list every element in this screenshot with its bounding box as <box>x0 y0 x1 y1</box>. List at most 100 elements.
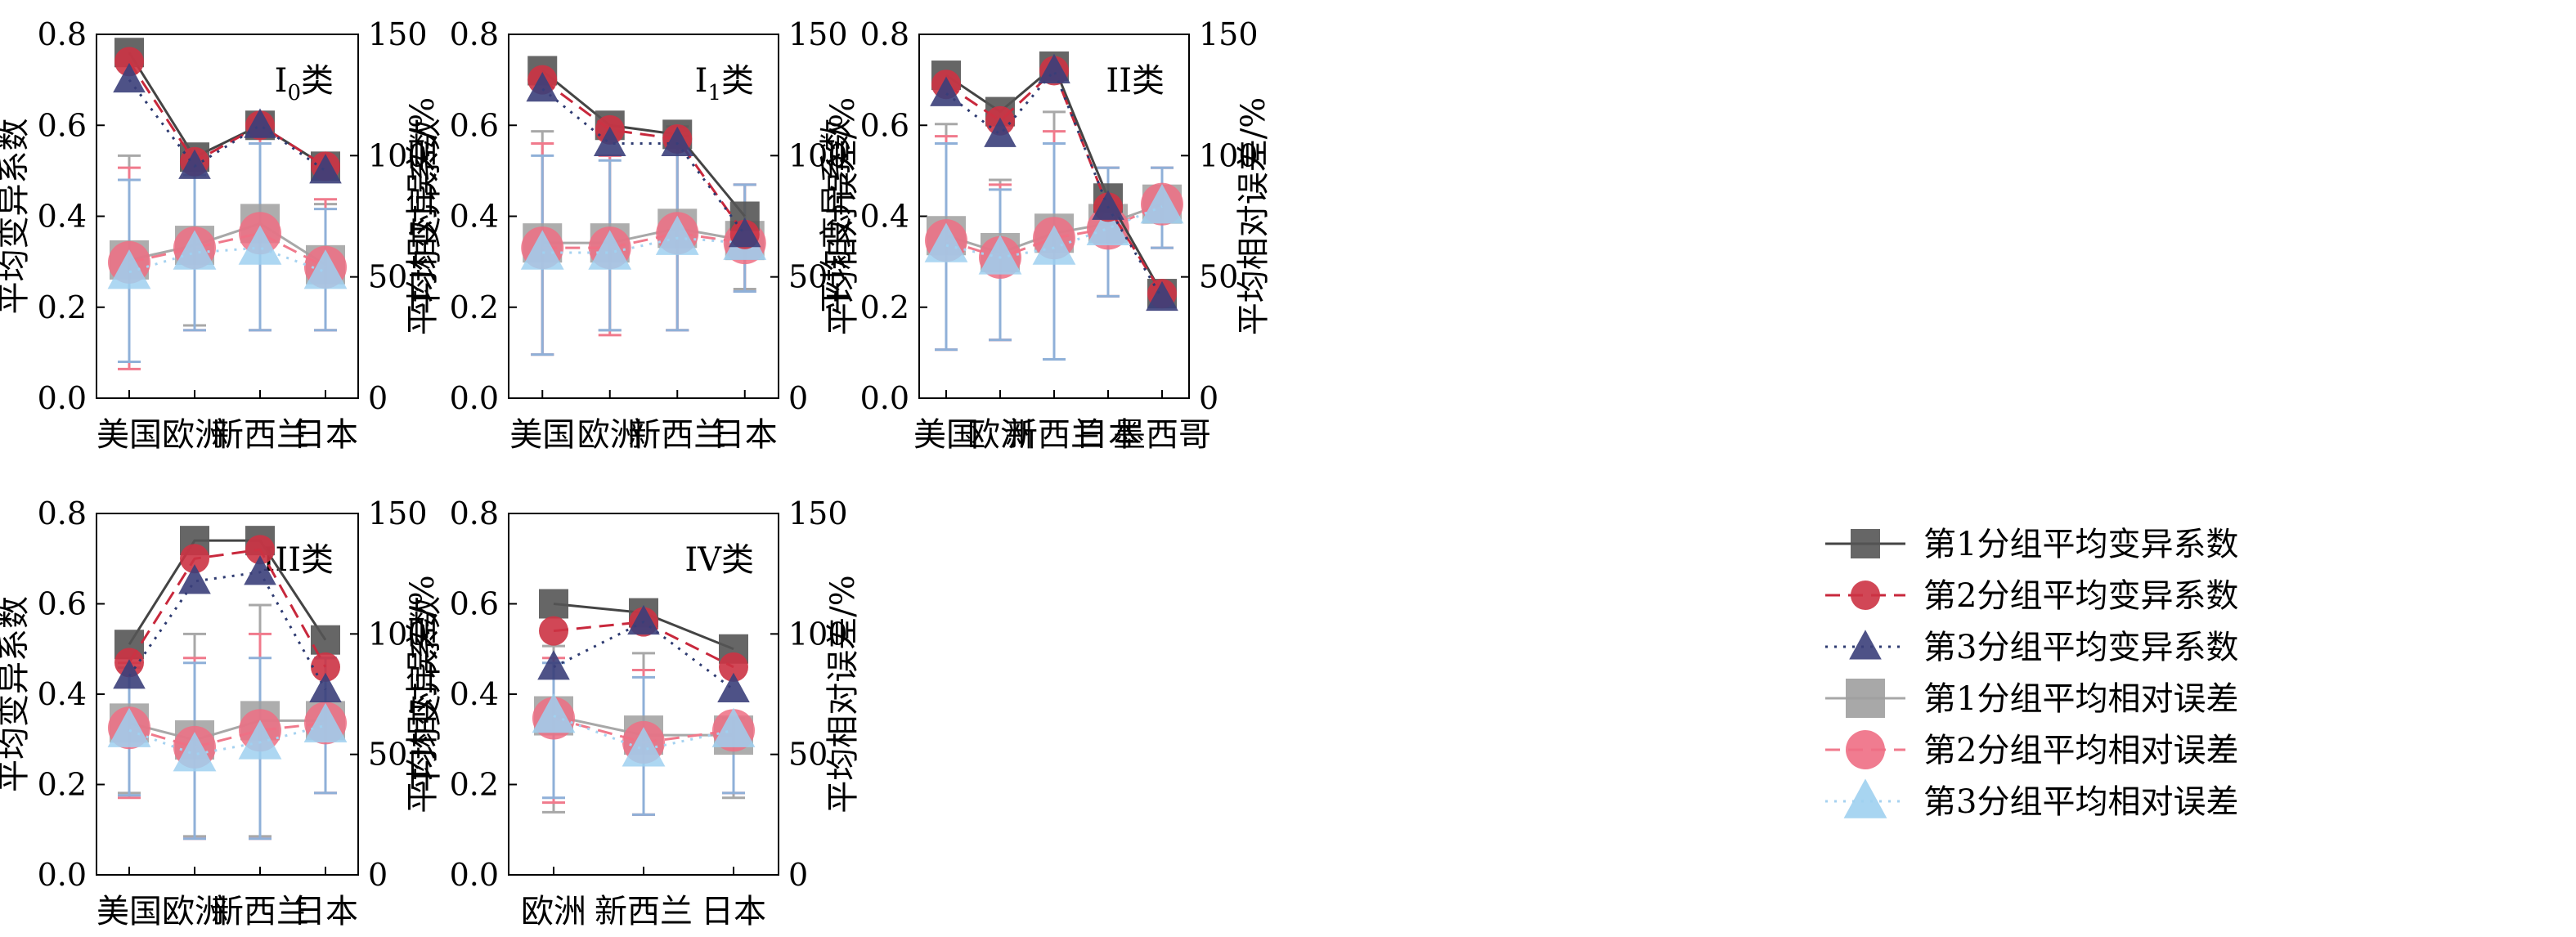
y-tick-label: 0.0 <box>38 380 87 416</box>
panel-title: I1类 <box>695 62 754 105</box>
x-tick-label: 美国 <box>96 416 162 454</box>
error-point <box>520 230 564 270</box>
cv-point <box>526 72 559 102</box>
x-tick-label: 新西兰 <box>595 893 693 930</box>
error-point <box>107 707 151 747</box>
y-tick-label: 0.4 <box>450 676 499 712</box>
error-series-line <box>128 231 326 269</box>
cv-series-line <box>128 539 327 646</box>
cv-point <box>113 62 146 93</box>
x-tick-label: 日本 <box>1075 416 1141 454</box>
cv-point <box>539 589 568 619</box>
cv-point <box>1038 53 1070 84</box>
chart-panel-4: 0.00.20.40.60.8050100150美国 欧洲新西兰日本平均变异系数平… <box>0 495 442 930</box>
y2-tick-label: 0 <box>788 857 808 893</box>
panel-title-suffix: 类 <box>1132 62 1165 100</box>
error-point <box>303 249 348 289</box>
y2-tick-label: 0 <box>368 857 388 893</box>
legend-item: 第2分组平均相对误差 <box>1825 730 2238 769</box>
cv-point <box>537 650 570 680</box>
panel-title-sub: 0 <box>287 81 301 105</box>
cv-point <box>984 117 1016 147</box>
x-tick-label: 新西兰 <box>628 416 726 454</box>
error-point <box>238 225 282 265</box>
error-point <box>622 727 666 767</box>
y-tick-label: 0.0 <box>450 380 499 416</box>
cv-series-line <box>553 621 734 669</box>
legend-item: 第1分组平均相对误差 <box>1825 679 2238 718</box>
y2-tick-label: 0 <box>368 380 388 416</box>
cv-point <box>178 564 211 594</box>
cv-point <box>309 154 342 184</box>
y-axis-label: 平均变异系数 <box>818 119 855 315</box>
x-tick-label: 美国 <box>913 416 979 454</box>
y-tick-label: 0.6 <box>38 586 87 622</box>
cv-point <box>717 672 750 702</box>
cv-series-line <box>541 78 746 235</box>
y2-tick-label: 150 <box>368 16 428 52</box>
cv-point <box>178 149 211 179</box>
cv-series-line <box>128 571 327 691</box>
error-point <box>655 215 699 255</box>
y-tick-label: 0.6 <box>38 107 87 143</box>
y-tick-label: 0.2 <box>450 767 499 803</box>
cv-point <box>627 604 660 635</box>
y-tick-label: 0.6 <box>450 107 499 143</box>
cv-point <box>1146 280 1178 312</box>
cv-series-line <box>541 87 746 235</box>
panel-title: II类 <box>1106 62 1165 100</box>
error-series-line <box>128 222 326 267</box>
y-tick-label: 0.0 <box>450 857 499 893</box>
cv-point <box>245 535 275 565</box>
x-tick-label: 墨西哥 <box>1113 416 1211 454</box>
y-tick-label: 0.8 <box>860 16 909 52</box>
y-axis-label: 平均变异系数 <box>407 119 445 315</box>
legend-marker <box>1843 778 1887 818</box>
error-point <box>107 249 151 289</box>
cv-point <box>244 555 276 585</box>
chart-panel-2: 0.00.20.40.60.8050100150美国 欧洲新西兰日本平均变异系数平… <box>407 16 862 454</box>
cv-point <box>719 652 748 682</box>
y2-tick-label: 0 <box>1199 380 1218 416</box>
legend-label: 第3分组平均变异系数 <box>1923 629 2238 666</box>
x-tick-label: 欧洲 <box>162 416 227 454</box>
x-tick-label: 美国 <box>96 893 162 930</box>
y2-tick-label: 0 <box>788 380 808 416</box>
y2-tick-label: 150 <box>788 495 848 531</box>
legend: 第1分组平均变异系数第2分组平均变异系数第3分组平均变异系数第1分组平均相对误差… <box>1825 526 2238 821</box>
y2-axis-label: 平均相对误差/% <box>824 575 862 813</box>
y-tick-label: 0.8 <box>450 495 499 531</box>
x-tick-label: 日本 <box>293 893 358 930</box>
y2-tick-label: 50 <box>788 259 828 295</box>
panel-title-suffix: 类 <box>721 62 754 100</box>
legend-item: 第3分组平均相对误差 <box>1825 778 2238 821</box>
legend-label: 第1分组平均变异系数 <box>1923 526 2238 563</box>
y2-tick-label: 100 <box>788 137 848 173</box>
error-point <box>924 222 968 262</box>
panel-title-suffix: 类 <box>301 62 334 100</box>
panel-title-sub: 1 <box>707 81 721 105</box>
error-series-line <box>542 226 746 244</box>
y-tick-label: 0.4 <box>38 676 87 712</box>
x-tick-label: 欧洲 <box>577 416 643 454</box>
legend-marker <box>1849 630 1882 660</box>
panel-title-main: II <box>1106 62 1132 100</box>
x-tick-label: 欧洲 <box>967 416 1033 454</box>
y2-tick-label: 100 <box>368 137 428 173</box>
y2-tick-label: 100 <box>368 616 428 652</box>
x-tick-label: 新西兰 <box>211 416 309 454</box>
y-tick-label: 0.2 <box>450 289 499 325</box>
legend-marker <box>1851 581 1880 610</box>
legend-label: 第1分组平均相对误差 <box>1923 680 2238 718</box>
legend-marker <box>1846 679 1885 718</box>
y-tick-label: 0.8 <box>38 16 87 52</box>
y-axis-label: 平均变异系数 <box>0 119 33 315</box>
legend-label: 第3分组平均相对误差 <box>1923 783 2238 821</box>
legend-item: 第1分组平均变异系数 <box>1825 526 2238 563</box>
x-tick-label: 欧洲 <box>521 893 586 930</box>
y-axis-label: 平均变异系数 <box>0 596 33 792</box>
cv-point <box>244 108 276 138</box>
